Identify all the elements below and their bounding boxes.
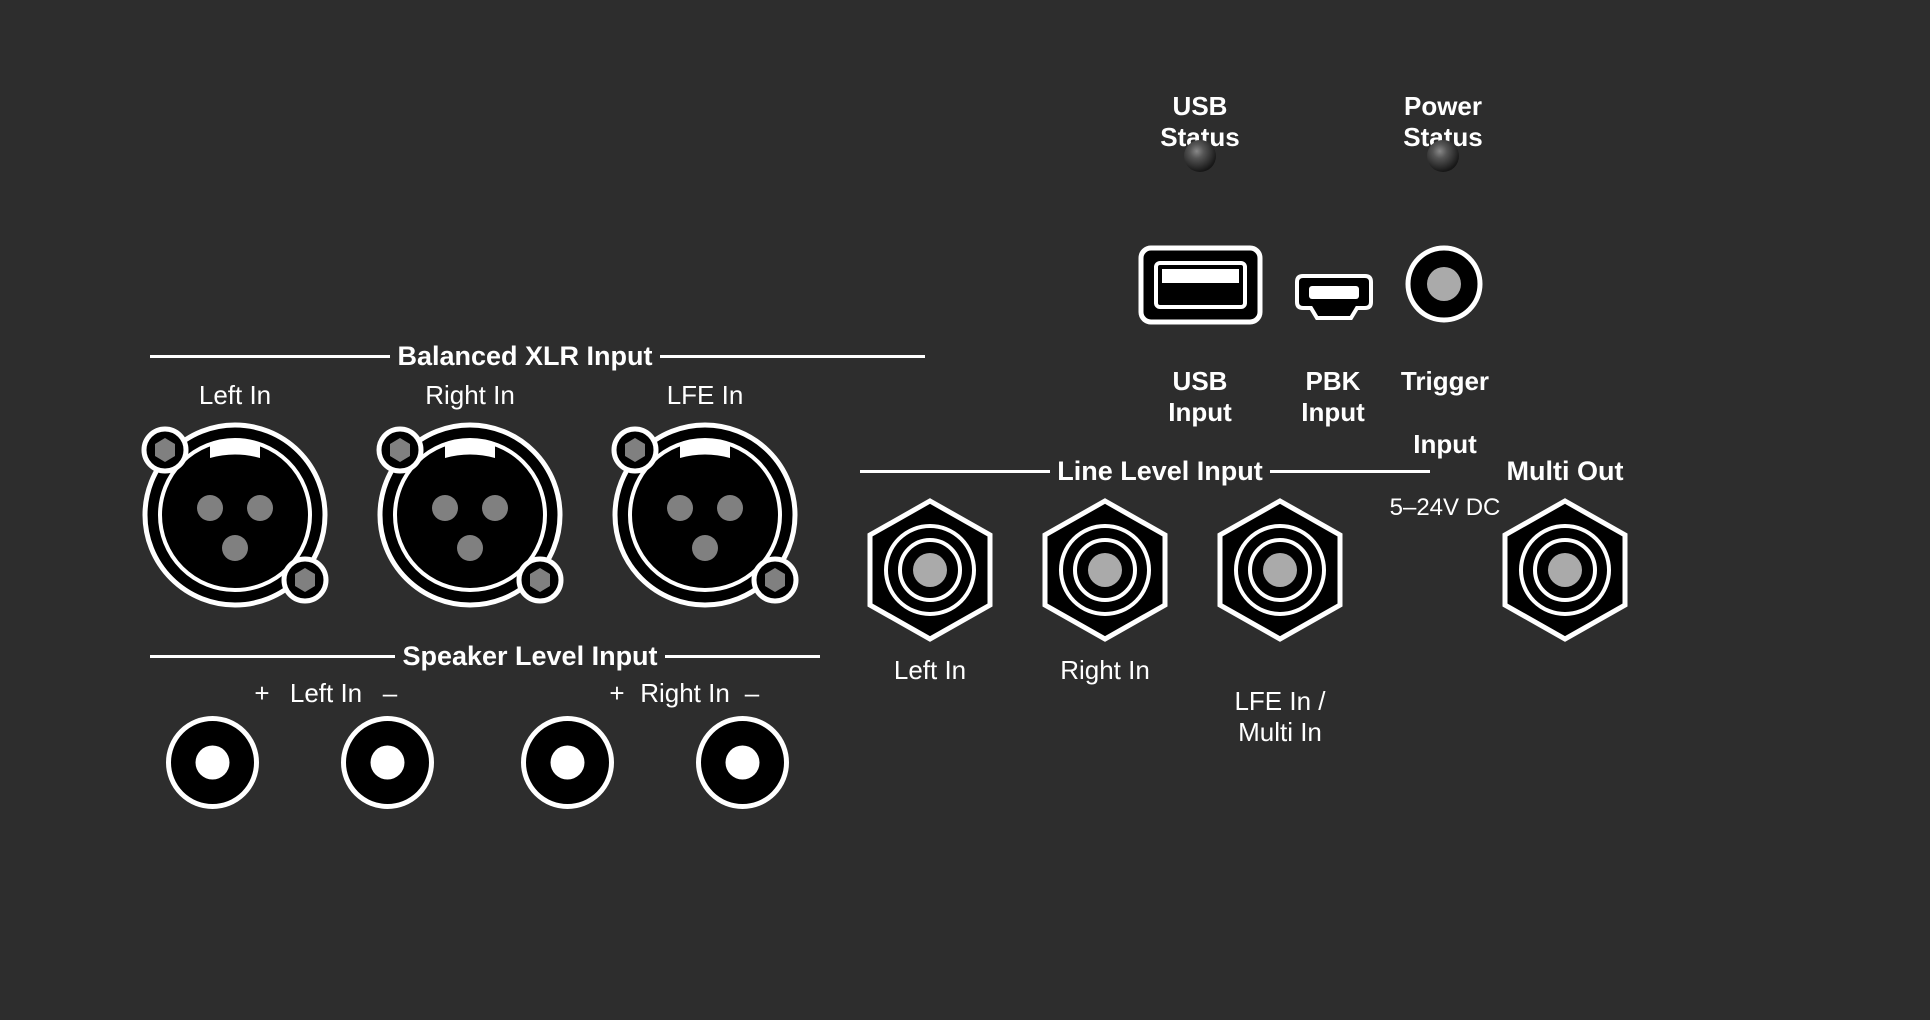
xlr-title: Balanced XLR Input	[395, 340, 655, 372]
binding-right-neg-icon	[695, 715, 790, 810]
xlr-rule-left	[150, 355, 390, 358]
line-title: Line Level Input	[1055, 455, 1265, 487]
usb-status-led-icon	[1184, 140, 1216, 172]
xlr-right-label: Right In	[405, 380, 535, 411]
binding-left-pos-icon	[165, 715, 260, 810]
rear-panel-diagram: USBStatus PowerStatus USBInput PBKInput …	[200, 60, 1730, 860]
speaker-left-plus: +	[250, 678, 274, 709]
pbk-port-icon	[1295, 272, 1373, 322]
speaker-right-label: Right In	[630, 678, 740, 709]
speaker-left-label: Left In	[276, 678, 376, 709]
line-rule-left	[860, 470, 1050, 473]
multi-out-title: Multi Out	[1495, 455, 1635, 487]
line-lfe-label: LFE In /Multi In	[1215, 655, 1345, 749]
usb-port-icon	[1138, 245, 1263, 325]
rca-left-icon	[855, 495, 1005, 645]
binding-right-pos-icon	[520, 715, 615, 810]
xlr-lfe-icon	[610, 420, 800, 610]
power-status-led-icon	[1427, 140, 1459, 172]
speaker-left-minus: –	[378, 678, 402, 709]
usb-input-label: USBInput	[1140, 335, 1260, 429]
xlr-right-icon	[375, 420, 565, 610]
xlr-left-label: Left In	[170, 380, 300, 411]
speaker-right-minus: –	[740, 678, 764, 709]
speaker-title: Speaker Level Input	[400, 640, 660, 672]
rca-lfe-icon	[1205, 495, 1355, 645]
rca-multi-icon	[1490, 495, 1640, 645]
line-rule-right	[1270, 470, 1430, 473]
speaker-rule-left	[150, 655, 395, 658]
pbk-input-label: PBKInput	[1278, 335, 1388, 429]
line-right-label: Right In	[1040, 655, 1170, 686]
rca-right-icon	[1030, 495, 1180, 645]
line-left-label: Left In	[865, 655, 995, 686]
speaker-right-plus: +	[605, 678, 629, 709]
trigger-input-label: Trigger Input 5–24V DC	[1385, 335, 1505, 523]
xlr-lfe-label: LFE In	[640, 380, 770, 411]
xlr-rule-right	[660, 355, 925, 358]
binding-left-neg-icon	[340, 715, 435, 810]
trigger-port-icon	[1405, 245, 1483, 323]
xlr-left-icon	[140, 420, 330, 610]
speaker-rule-right	[665, 655, 820, 658]
